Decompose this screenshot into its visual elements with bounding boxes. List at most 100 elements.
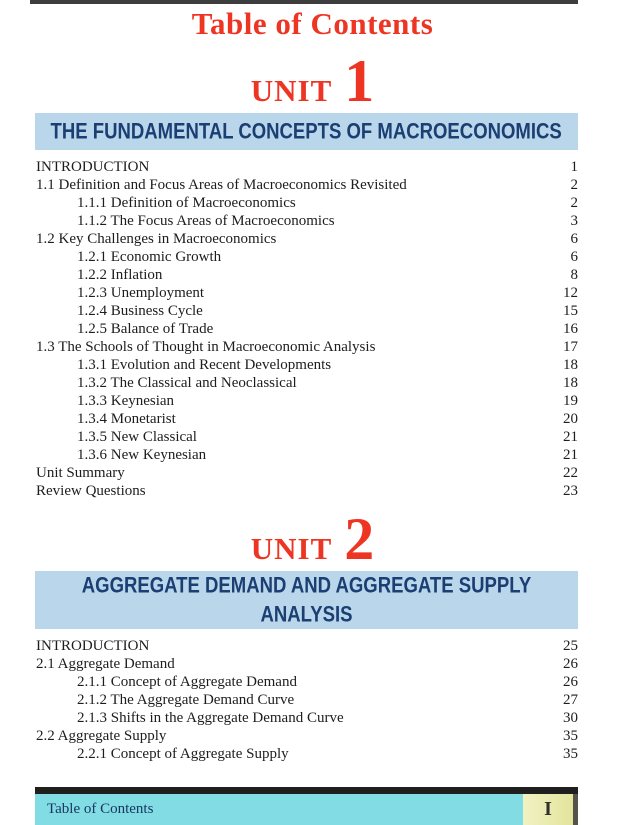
- toc-entry[interactable]: 1.3.5 New Classical 21: [36, 428, 578, 446]
- toc-entry-title: 1.2.1 Economic Growth: [77, 249, 222, 265]
- toc-entry-title: 1.1 Definition and Focus Areas of Macroe…: [36, 177, 407, 193]
- toc-entry-page: 35: [563, 728, 578, 744]
- toc-entry[interactable]: 1.3.4 Monetarist 20: [36, 410, 578, 428]
- toc-entry[interactable]: Review Questions 23: [36, 482, 578, 500]
- toc-entry-page: 26: [563, 656, 578, 672]
- toc-entry-title: INTRODUCTION: [36, 159, 150, 175]
- toc-entry-page: 6: [570, 249, 579, 265]
- toc-entry-title: 2.1.1 Concept of Aggregate Demand: [77, 674, 297, 690]
- toc-entry[interactable]: 2.2.1 Concept of Aggregate Supply 35: [36, 745, 578, 763]
- unit-number: 1: [344, 48, 375, 114]
- toc-entry[interactable]: 1.2.4 Business Cycle 15: [36, 302, 578, 320]
- toc-entry[interactable]: Unit Summary 22: [36, 464, 578, 482]
- unit-banner: THE FUNDAMENTAL CONCEPTS OF MACROECONOMI…: [35, 113, 578, 150]
- toc-entry[interactable]: 1.3.6 New Keynesian 21: [36, 446, 578, 464]
- toc-entry[interactable]: INTRODUCTION 25: [36, 637, 578, 655]
- footer-label: Table of Contents: [47, 801, 154, 817]
- toc-entry-page: 18: [563, 357, 578, 373]
- toc-entry-title: 2.2 Aggregate Supply: [36, 728, 167, 744]
- toc-entry[interactable]: 2.1 Aggregate Demand 26: [36, 655, 578, 673]
- toc-entry-page: 2: [570, 177, 579, 193]
- toc-entry-page: 19: [563, 393, 578, 409]
- toc-entry-title: 1.3.6 New Keynesian: [77, 447, 207, 463]
- toc-entry[interactable]: 1.1 Definition and Focus Areas of Macroe…: [36, 176, 578, 194]
- toc-entry[interactable]: 1.3 The Schools of Thought in Macroecono…: [36, 338, 578, 356]
- toc-entry-title: 2.1.3 Shifts in the Aggregate Demand Cur…: [77, 710, 344, 726]
- toc-entry[interactable]: 1.1.1 Definition of Macroeconomics 2: [36, 194, 578, 212]
- unit-banner-title: THE FUNDAMENTAL CONCEPTS OF MACROECONOMI…: [50, 118, 563, 144]
- toc-entry-page: 27: [563, 692, 578, 708]
- units-container: UNIT 1 THE FUNDAMENTAL CONCEPTS OF MACRO…: [0, 48, 625, 763]
- toc-entry-title: INTRODUCTION: [36, 638, 150, 654]
- unit-banner-title: AGGREGATE DEMAND AND AGGREGATE SUPPLY AN…: [81, 572, 532, 627]
- page-title: Table of Contents: [191, 6, 434, 41]
- toc-entry[interactable]: 2.2 Aggregate Supply 35: [36, 727, 578, 745]
- toc-entry-title: 1.3 The Schools of Thought in Macroecono…: [36, 339, 376, 355]
- toc-list: INTRODUCTION 1 1.1 Definition and Focus …: [36, 158, 578, 500]
- toc-entry[interactable]: 1.3.3 Keynesian 19: [36, 392, 578, 410]
- toc-entry-title: Unit Summary: [36, 465, 125, 481]
- footer-page-box: I: [523, 794, 578, 825]
- unit-section: UNIT 2 AGGREGATE DEMAND AND AGGREGATE SU…: [0, 506, 625, 763]
- toc-entry-page: 20: [563, 411, 578, 427]
- toc-entry[interactable]: 1.3.2 The Classical and Neoclassical 18: [36, 374, 578, 392]
- toc-entry-title: 1.3.3 Keynesian: [77, 393, 175, 409]
- toc-entry-page: 25: [563, 638, 578, 654]
- toc-entry-page: 26: [563, 674, 578, 690]
- top-rule: [30, 0, 578, 4]
- toc-entry-page: 21: [563, 447, 578, 463]
- toc-entry[interactable]: 2.1.2 The Aggregate Demand Curve 27: [36, 691, 578, 709]
- toc-entry-title: 1.3.2 The Classical and Neoclassical: [77, 375, 297, 391]
- toc-entry-page: 3: [570, 213, 579, 229]
- toc-entry-title: 2.1.2 The Aggregate Demand Curve: [77, 692, 295, 708]
- toc-list: INTRODUCTION 25 2.1 Aggregate Demand 26 …: [36, 637, 578, 763]
- toc-entry-page: 8: [570, 267, 579, 283]
- footer-top-rule: [35, 787, 578, 794]
- toc-entry-page: 21: [563, 429, 578, 445]
- toc-entry-title: 2.1 Aggregate Demand: [36, 656, 175, 672]
- footer-row: Table of Contents I: [35, 794, 578, 825]
- toc-entry-title: 1.2.5 Balance of Trade: [77, 321, 214, 337]
- unit-label: UNIT: [250, 531, 333, 566]
- toc-entry-title: 1.3.5 New Classical: [77, 429, 197, 445]
- toc-entry[interactable]: INTRODUCTION 1: [36, 158, 578, 176]
- footer-bar: Table of Contents I: [35, 787, 578, 825]
- toc-entry-title: 1.3.4 Monetarist: [77, 411, 176, 427]
- toc-entry[interactable]: 1.2.5 Balance of Trade 16: [36, 320, 578, 338]
- toc-entry-title: 1.3.1 Evolution and Recent Developments: [77, 357, 332, 373]
- toc-entry-title: 1.2.3 Unemployment: [77, 285, 205, 301]
- toc-entry-page: 6: [570, 231, 579, 247]
- toc-entry[interactable]: 1.2.3 Unemployment 12: [36, 284, 578, 302]
- toc-entry-page: 22: [563, 465, 578, 481]
- unit-banner: AGGREGATE DEMAND AND AGGREGATE SUPPLY AN…: [35, 571, 578, 629]
- toc-entry-page: 15: [563, 303, 578, 319]
- toc-entry[interactable]: 1.2 Key Challenges in Macroeconomics 6: [36, 230, 578, 248]
- toc-entry-page: 30: [563, 710, 578, 726]
- toc-entry[interactable]: 1.2.2 Inflation 8: [36, 266, 578, 284]
- toc-entry-page: 16: [563, 321, 578, 337]
- toc-entry-title: 1.2.2 Inflation: [77, 267, 163, 283]
- toc-entry-title: 1.1.2 The Focus Areas of Macroeconomics: [77, 213, 335, 229]
- toc-entry[interactable]: 1.2.1 Economic Growth 6: [36, 248, 578, 266]
- toc-entry-title: 2.2.1 Concept of Aggregate Supply: [77, 746, 289, 762]
- footer-page-number: I: [544, 798, 552, 820]
- toc-entry-title: 1.1.1 Definition of Macroeconomics: [77, 195, 296, 211]
- toc-entry-page: 1: [570, 159, 579, 175]
- toc-entry-page: 2: [570, 195, 579, 211]
- unit-label: UNIT: [250, 73, 333, 108]
- toc-entry-page: 18: [563, 375, 578, 391]
- toc-entry[interactable]: 2.1.3 Shifts in the Aggregate Demand Cur…: [36, 709, 578, 727]
- toc-entry-page: 12: [563, 285, 578, 301]
- toc-entry[interactable]: 2.1.1 Concept of Aggregate Demand 26: [36, 673, 578, 691]
- unit-heading: UNIT 1: [0, 48, 625, 114]
- unit-number: 2: [344, 506, 375, 572]
- toc-entry[interactable]: 1.3.1 Evolution and Recent Developments …: [36, 356, 578, 374]
- toc-entry[interactable]: 1.1.2 The Focus Areas of Macroeconomics …: [36, 212, 578, 230]
- toc-entry-title: 1.2.4 Business Cycle: [77, 303, 203, 319]
- toc-entry-title: Review Questions: [36, 483, 146, 499]
- unit-section: UNIT 1 THE FUNDAMENTAL CONCEPTS OF MACRO…: [0, 48, 625, 500]
- toc-entry-title: 1.2 Key Challenges in Macroeconomics: [36, 231, 277, 247]
- toc-entry-page: 17: [563, 339, 578, 355]
- toc-entry-page: 23: [563, 483, 578, 499]
